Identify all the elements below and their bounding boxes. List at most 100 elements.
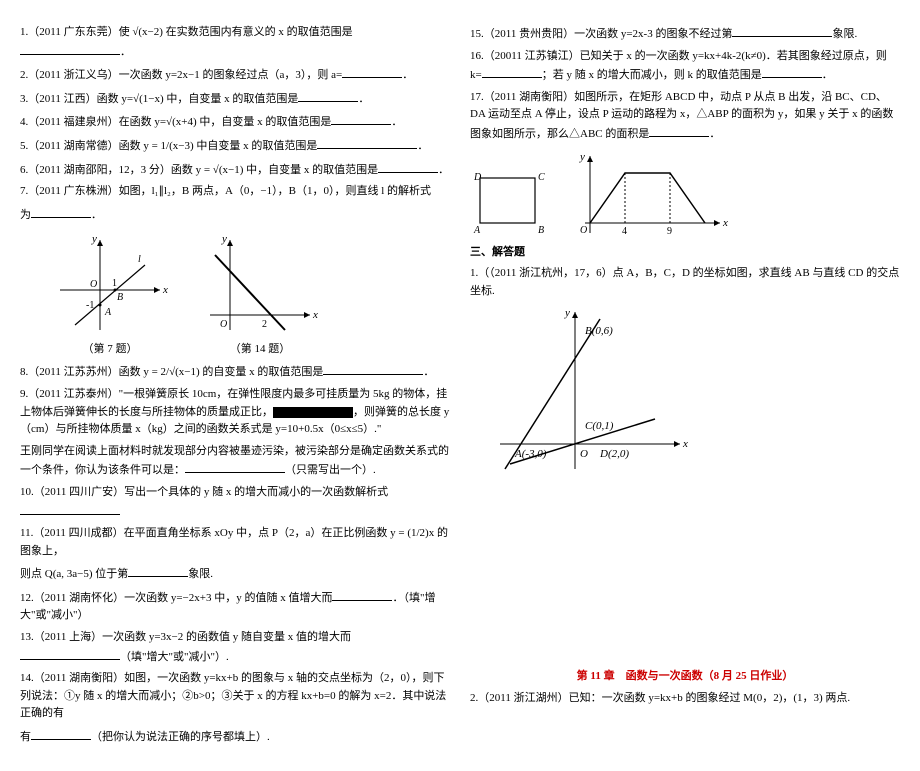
left-column: 1.（2011 广东东莞）使 √(x−2) 在实数范围内有意义的 x 的取值范围… <box>20 20 450 751</box>
q15: 15.（2011 贵州贵阳）一次函数 y=2x-3 的图象不经过第 象限. <box>470 24 900 44</box>
q4-blank <box>331 112 391 125</box>
fig14-wrap: x y O 2 （第 14 题） <box>200 230 320 356</box>
q7a-text: 7.（2011 广东株洲）如图，l₁∥l₂，B 两点，A（0，−1），B（1，0… <box>20 185 431 197</box>
chapter-title: 第 11 章 函数与一次函数（8 月 25 日作业） <box>470 668 900 686</box>
A-lbl: A <box>473 225 481 236</box>
y14: y <box>221 233 227 245</box>
fig-r1: x y B(0,6) C(0,1) A(-3,0) O D(2,0) <box>490 304 690 474</box>
y17: y <box>579 151 585 163</box>
q8-blank <box>323 362 423 375</box>
q9d-text: （只需写出一个）. <box>285 464 376 476</box>
ink-blot <box>273 407 353 418</box>
q5-text: 5.（2011 湖南常德）函数 y = 1/(x−3) 中自变量 x 的取值范围… <box>20 140 317 152</box>
section-title: 三、解答题 <box>470 244 900 262</box>
q7-blank <box>31 205 91 218</box>
q1: 1.（2011 广东东莞）使 √(x−2) 在实数范围内有意义的 x 的取值范围… <box>20 24 450 61</box>
q3: 3.（2011 江西）函数 y=√(1−x) 中，自变量 x 的取值范围是． <box>20 89 450 109</box>
q5-blank <box>317 136 417 149</box>
q6-blank <box>378 160 438 173</box>
q6-text: 6.（2011 湖南邵阳，12，3 分）函数 y = √(x−1) 中，自变量 … <box>20 164 378 176</box>
q11b-text: 则点 Q(a, 3a−5) 位于第 <box>20 568 128 580</box>
q16b-text: ；若 y 随 x 的增大而减小，则 k 的取值范围是 <box>542 69 762 81</box>
q11b: 则点 Q(a, 3a−5) 位于第 象限. <box>20 564 450 584</box>
x-label: x <box>162 284 168 296</box>
fig7-wrap: x y O 1 -1 B A l （第 7 题） <box>50 230 170 356</box>
xr1: x <box>682 438 688 450</box>
q13b-text: （填"增大"或"减小"）. <box>120 651 229 663</box>
q14: 14.（2011 湖南衡阳）如图，一次函数 y=kx+b 的图象与 x 轴的交点… <box>20 670 450 723</box>
fig14-graph: x y O 2 <box>200 230 320 340</box>
O17: O <box>580 225 587 236</box>
B-pt: B <box>117 292 123 303</box>
q15a-text: 15.（2011 贵州贵阳）一次函数 y=2x-3 的图象不经过第 <box>470 28 732 40</box>
r2: 2.（2011 浙江湖州）已知：一次函数 y=kx+b 的图象经过 M(0，2)… <box>470 690 900 708</box>
q16-blank1 <box>482 65 542 78</box>
q14b-text: （把你认为说法正确的序号都填上）. <box>91 731 270 743</box>
cap14: （第 14 题） <box>200 340 320 356</box>
q13-blank <box>20 647 120 660</box>
q1-blank <box>20 42 120 55</box>
fig17-rect: D C A B <box>470 168 550 238</box>
q4: 4.（2011 福建泉州）在函数 y=√(x+4) 中，自变量 x 的取值范围是… <box>20 112 450 132</box>
q3-blank <box>298 89 358 102</box>
q11c-text: 象限. <box>188 568 213 580</box>
q12: 12.（2011 湖南怀化）一次函数 y=−2x+3 中，y 的值随 x 值增大… <box>20 588 450 625</box>
q11a: 11.（2011 四川成都）在平面直角坐标系 xOy 中，点 P（2，a）在正比… <box>20 525 450 560</box>
q16: 16.（20011 江苏镇江）已知关于 x 的一次函数 y=kx+4k-2(k≠… <box>470 48 900 85</box>
Am30: A(-3,0) <box>514 448 547 460</box>
fig7-graph: x y O 1 -1 B A l <box>50 230 170 340</box>
q2: 2.（2011 浙江义乌）一次函数 y=2x−1 的图象经过点（a，3），则 a… <box>20 65 450 85</box>
q17-blank <box>649 124 709 137</box>
nine-lbl: 9 <box>667 226 672 237</box>
two14: 2 <box>262 319 267 330</box>
q14a-text: 14.（2011 湖南衡阳）如图，一次函数 y=kx+b 的图象与 x 轴的交点… <box>20 672 446 719</box>
right-column: 15.（2011 贵州贵阳）一次函数 y=2x-3 的图象不经过第 象限. 16.… <box>470 20 900 751</box>
C-lbl: C <box>538 172 545 183</box>
minus1-label: -1 <box>86 300 94 311</box>
q15b-text: 象限. <box>832 28 857 40</box>
q12a-text: 12.（2011 湖南怀化）一次函数 y=−2x+3 中，y 的值随 x 值增大… <box>20 592 332 604</box>
one-label: 1 <box>112 278 117 289</box>
C01: C(0,1) <box>585 420 614 432</box>
q8: 8.（2011 江苏苏州）函数 y = 2/√(x−1) 的自变量 x 的取值范… <box>20 362 450 382</box>
q8-text: 8.（2011 江苏苏州）函数 y = 2/√(x−1) 的自变量 x 的取值范… <box>20 366 323 378</box>
r2-text: 2.（2011 浙江湖州）已知：一次函数 y=kx+b 的图象经过 M(0，2)… <box>470 692 850 704</box>
r1: 1.（（2011 浙江杭州，17，6）点 A，B，C，D 的坐标如图，求直线 A… <box>470 265 900 300</box>
q9-blank <box>185 460 285 473</box>
q2-text: 2.（2011 浙江义乌）一次函数 y=2x−1 的图象经过点（a，3），则 a… <box>20 69 342 81</box>
q10: 10.（2011 四川广安）写出一个具体的 y 随 x 的增大而减小的一次函数解… <box>20 484 450 521</box>
q5: 5.（2011 湖南常德）函数 y = 1/(x−3) 中自变量 x 的取值范围… <box>20 136 450 156</box>
q2b: ． <box>402 69 413 81</box>
q13a-text: 13.（2011 上海）一次函数 y=3x−2 的函数值 y 随自变量 x 值的… <box>20 631 351 643</box>
q11a-text: 11.（2011 四川成都）在平面直角坐标系 xOy 中，点 P（2，a）在正比… <box>20 527 448 557</box>
figure-row-1: x y O 1 -1 B A l （第 7 题） <box>50 230 450 356</box>
q7b: 为． <box>20 205 450 225</box>
q16-blank2 <box>762 65 822 78</box>
cap7: （第 7 题） <box>50 340 170 356</box>
y-label: y <box>91 233 97 245</box>
q10-text: 10.（2011 四川广安）写出一个具体的 y 随 x 的增大而减小的一次函数解… <box>20 486 388 498</box>
q11-blank <box>128 564 188 577</box>
q1-text: 1.（2011 广东东莞）使 √(x−2) 在实数范围内有意义的 x 的取值范围… <box>20 26 353 38</box>
q14b: 有（把你认为说法正确的序号都填上）. <box>20 727 450 747</box>
spacer <box>470 474 900 664</box>
r1-text: 1.（（2011 浙江杭州，17，6）点 A，B，C，D 的坐标如图，求直线 A… <box>470 267 899 297</box>
x17: x <box>722 217 728 229</box>
q17: 17.（2011 湖南衡阳）如图所示，在矩形 ABCD 中，动点 P 从点 B … <box>470 89 900 144</box>
O14: O <box>220 319 227 330</box>
q3-text: 3.（2011 江西）函数 y=√(1−x) 中，自变量 x 的取值范围是 <box>20 93 298 105</box>
D-lbl: D <box>473 172 482 183</box>
x14: x <box>312 309 318 321</box>
B-lbl: B <box>538 225 544 236</box>
q6: 6.（2011 湖南邵阳，12，3 分）函数 y = √(x−1) 中，自变量 … <box>20 160 450 180</box>
O-label: O <box>90 279 97 290</box>
q7b-text: 为 <box>20 209 31 221</box>
q2-blank <box>342 65 402 78</box>
q14-blank <box>31 727 91 740</box>
q10-blank <box>20 502 120 515</box>
q9c: 王刚同学在阅读上面材料时就发现部分内容被墨迹污染，被污染部分是确定函数关系式的一… <box>20 443 450 480</box>
D20: D(2,0) <box>599 448 629 460</box>
fig17-row: D C A B x y O 4 9 <box>470 148 900 238</box>
Or1: O <box>580 448 588 460</box>
q7: 7.（2011 广东株洲）如图，l₁∥l₂，B 两点，A（0，−1），B（1，0… <box>20 183 450 201</box>
